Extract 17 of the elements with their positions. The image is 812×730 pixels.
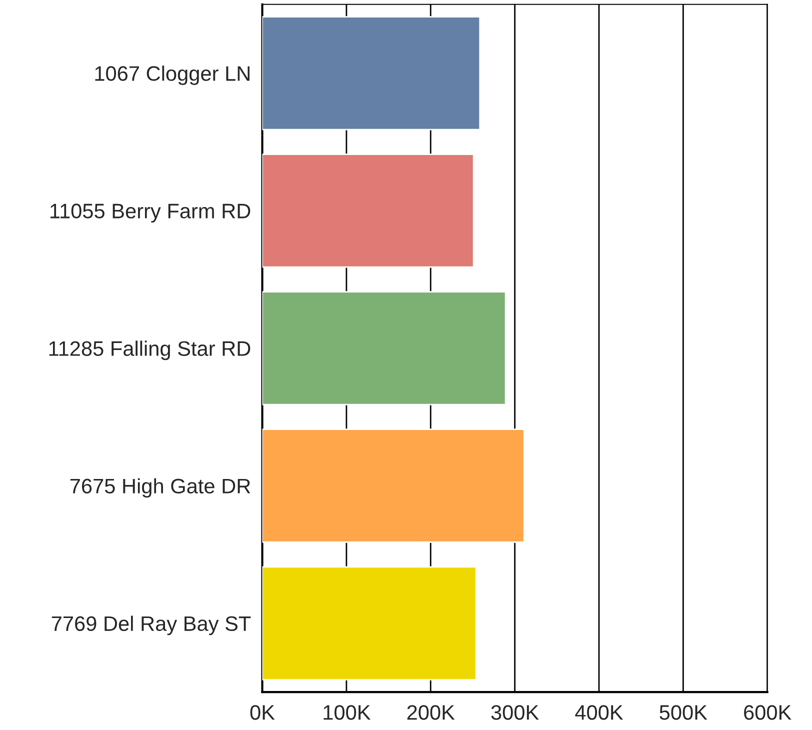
x-tick-label: 400K	[575, 705, 624, 720]
x-tick-label: 500K	[660, 705, 708, 720]
y-tick-label: 1067 Clogger LN	[95, 66, 250, 86]
bar	[262, 154, 474, 268]
bar	[262, 428, 525, 543]
y-tick-label: 11285 Falling Star RD	[49, 340, 250, 360]
x-tick-label: 200K	[407, 705, 455, 720]
x-tick-label: 300K	[491, 705, 539, 720]
x-tick-label: 100K	[324, 705, 371, 720]
x-tick-label: 0K	[250, 705, 275, 720]
bar	[262, 16, 481, 130]
y-tick-label: 7675 High Gate DR	[70, 478, 250, 498]
y-tick-label: 7769 Del Ray Bay ST	[52, 616, 251, 636]
bar	[262, 566, 477, 680]
x-tick-label: 600K	[744, 705, 792, 720]
y-tick-label: 11055 Berry Farm RD	[50, 204, 250, 223]
bar	[262, 291, 506, 406]
